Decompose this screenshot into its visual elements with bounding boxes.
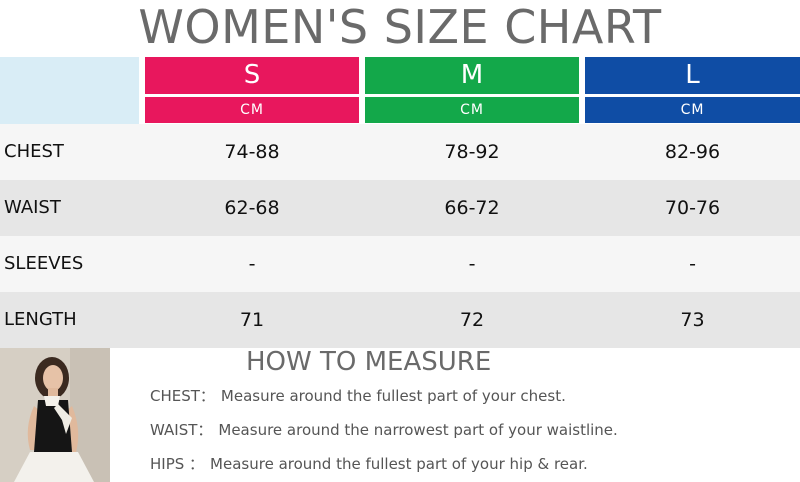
cell-s: 74-88 xyxy=(224,141,280,163)
cell-m: 78-92 xyxy=(444,141,500,163)
measure-item-chest: CHEST： Measure around the fullest part of… xyxy=(150,386,566,406)
unit-header-m: CM xyxy=(365,97,579,123)
measure-item-waist: WAIST： Measure around the narrowest part … xyxy=(150,420,618,440)
model-photo xyxy=(0,348,110,482)
measure-text: Measure around the fullest part of your … xyxy=(210,455,588,473)
how-to-measure-title: HOW TO MEASURE xyxy=(246,347,492,377)
size-header-l: L xyxy=(585,57,800,94)
measure-item-hips: HIPS ： Measure around the fullest part of… xyxy=(150,454,588,474)
row-label: CHEST xyxy=(4,141,64,162)
cell-m: 72 xyxy=(459,309,485,331)
row-label: LENGTH xyxy=(4,309,77,330)
size-header-m: M xyxy=(365,57,579,94)
cell-l: - xyxy=(689,253,696,275)
model-photo-illustration xyxy=(0,348,110,482)
size-chart-title: WOMEN'S SIZE CHART xyxy=(138,0,662,54)
row-label: SLEEVES xyxy=(4,253,84,274)
table-row-chest: CHEST 74-88 78-92 82-96 xyxy=(0,124,800,180)
unit-header-s: CM xyxy=(145,97,359,123)
header-blank-cell xyxy=(0,57,139,124)
table-row-sleeves: SLEEVES - - - xyxy=(0,236,800,292)
cell-s: - xyxy=(248,253,256,275)
cell-l: 73 xyxy=(680,309,705,331)
table-row-waist: WAIST 62-68 66-72 70-76 xyxy=(0,180,800,236)
measure-key: HIPS ： xyxy=(150,455,205,473)
unit-header-l: CM xyxy=(585,97,800,123)
measure-key: CHEST： xyxy=(150,387,215,405)
row-label: WAIST xyxy=(4,197,61,218)
cell-l: 70-76 xyxy=(664,197,721,219)
measure-key: WAIST： xyxy=(150,421,213,439)
size-header-s: S xyxy=(145,57,359,94)
measure-text: Measure around the fullest part of your … xyxy=(220,387,566,405)
cell-s: 71 xyxy=(239,309,265,331)
cell-m: 66-72 xyxy=(444,197,500,219)
measure-text: Measure around the narrowest part of you… xyxy=(218,421,618,439)
cell-m: - xyxy=(468,253,476,275)
cell-s: 62-68 xyxy=(224,197,280,219)
table-row-length: LENGTH 71 72 73 xyxy=(0,292,800,348)
cell-l: 82-96 xyxy=(664,141,721,163)
